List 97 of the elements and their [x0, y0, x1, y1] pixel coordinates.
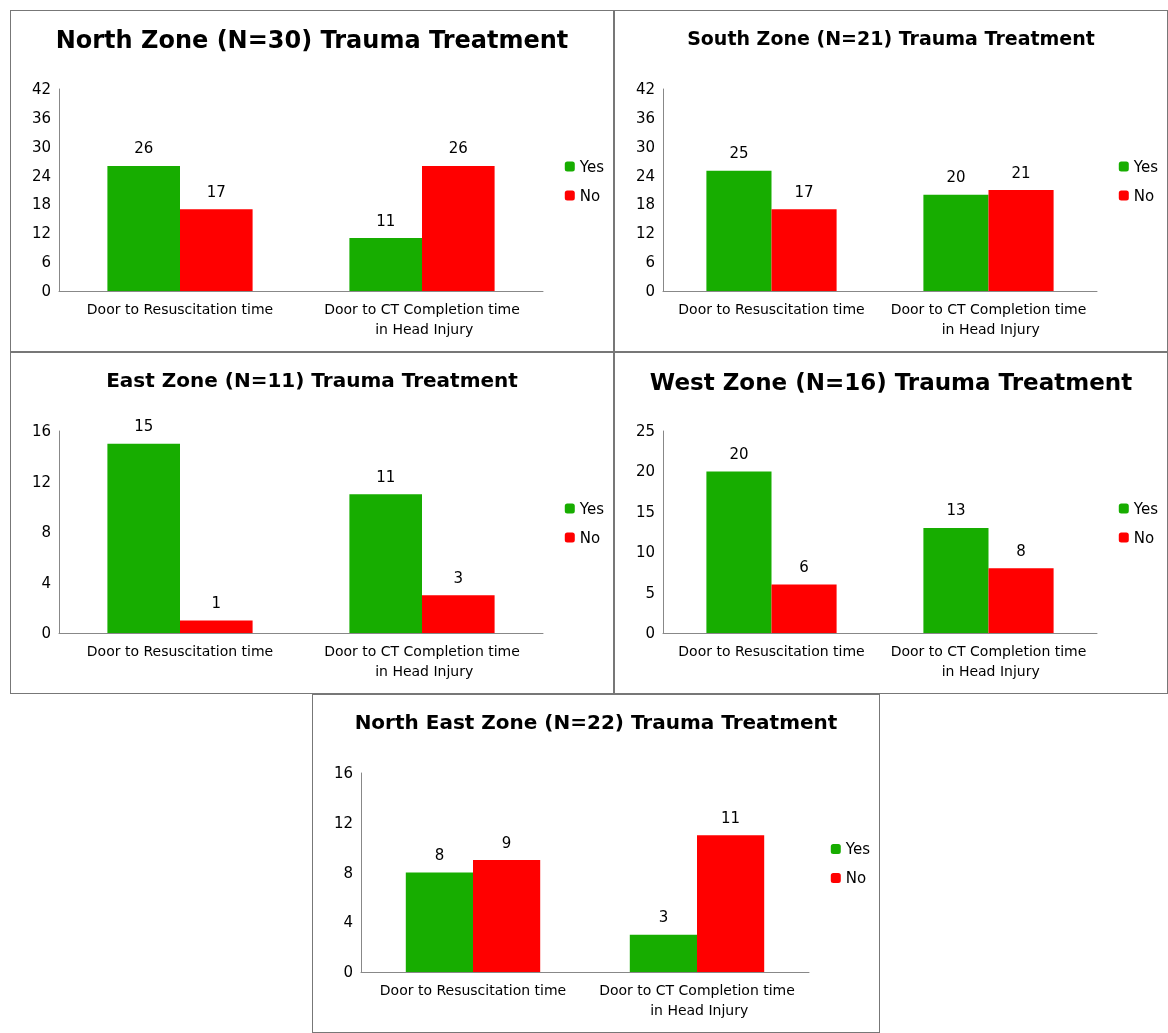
bar — [706, 170, 772, 291]
bar — [180, 620, 253, 633]
y-tick-label: 30 — [31, 137, 51, 156]
legend-label: No — [579, 528, 601, 547]
data-label: 17 — [206, 182, 226, 201]
x-tick-label: Door to CT Completion time in Head Injury — [324, 643, 520, 679]
bar — [422, 595, 495, 633]
x-tick-label: Door to Resuscitation time — [86, 301, 274, 317]
x-tick-label: Door to CT Completion time in Head Injury — [599, 982, 795, 1018]
y-tick-label: 20 — [635, 462, 655, 481]
y-tick-label: 24 — [31, 166, 51, 185]
y-tick-label: 42 — [31, 80, 51, 98]
bar — [988, 568, 1054, 633]
bar — [923, 194, 989, 291]
y-tick-label: 12 — [31, 224, 51, 243]
y-tick-label: 0 — [41, 282, 51, 300]
data-label: 17 — [794, 182, 814, 201]
bar — [923, 527, 989, 633]
y-tick-label: 36 — [31, 108, 51, 127]
data-label: 1 — [211, 593, 222, 612]
bar — [180, 209, 253, 291]
y-tick-label: 4 — [41, 573, 51, 592]
data-label: 8 — [434, 846, 445, 864]
bar — [771, 584, 837, 633]
y-tick-label: 8 — [41, 523, 51, 541]
legend-label: Yes — [1132, 157, 1159, 176]
data-label: 3 — [453, 568, 464, 587]
data-label: 20 — [946, 168, 966, 187]
data-label: 9 — [501, 833, 512, 852]
bar — [629, 934, 697, 972]
bar — [706, 471, 772, 633]
x-tick-label: Door to Resuscitation time — [86, 643, 274, 659]
x-tick-label: Door to CT Completion time in Head Injury — [324, 301, 520, 337]
y-tick-label: 25 — [635, 422, 655, 440]
y-tick-label: 6 — [41, 253, 51, 272]
data-label: 11 — [721, 808, 741, 827]
y-tick-label: 6 — [645, 253, 655, 272]
y-tick-label: 42 — [635, 80, 655, 98]
x-tick-label: Door to Resuscitation time — [379, 982, 567, 998]
y-tick-label: 18 — [31, 195, 51, 214]
legend-label: Yes — [844, 840, 871, 858]
y-tick-label: 10 — [635, 543, 655, 562]
chart-title: North Zone (N=30) Trauma Treatment — [55, 26, 569, 54]
y-tick-label: 0 — [41, 624, 51, 642]
y-tick-label: 12 — [31, 472, 51, 491]
data-label: 8 — [1016, 541, 1026, 560]
chart-title: South Zone (N=21) Trauma Treatment — [687, 26, 1095, 49]
data-label: 3 — [658, 908, 669, 927]
y-tick-label: 12 — [333, 813, 353, 832]
bar — [349, 494, 422, 633]
data-label: 13 — [946, 501, 966, 520]
bar — [349, 238, 422, 291]
legend-label: Yes — [578, 157, 605, 176]
legend-label: No — [1133, 528, 1155, 547]
x-tick-label: Door to CT Completion time in Head Injury — [890, 643, 1087, 679]
bar — [988, 190, 1054, 291]
y-tick-label: 36 — [635, 108, 655, 127]
chart-title: East Zone (N=11) Trauma Treatment — [106, 368, 519, 392]
bar — [473, 860, 541, 972]
data-label: 11 — [376, 211, 396, 230]
legend-label: Yes — [578, 499, 605, 518]
chart-title: North East Zone (N=22) Trauma Treatment — [354, 710, 838, 734]
data-label: 25 — [729, 144, 749, 163]
y-tick-label: 8 — [343, 863, 353, 882]
y-tick-label: 18 — [635, 195, 655, 214]
x-tick-label: Door to Resuscitation time — [678, 301, 865, 317]
bar — [771, 209, 837, 291]
x-tick-label: Door to CT Completion time in Head Injury — [890, 301, 1087, 337]
data-label: 26 — [134, 139, 154, 158]
y-tick-label: 16 — [31, 422, 51, 440]
bar — [422, 165, 495, 291]
data-label: 20 — [729, 444, 749, 463]
bar — [405, 872, 473, 972]
y-tick-label: 16 — [333, 764, 353, 782]
y-tick-label: 30 — [635, 137, 655, 156]
x-tick-label: Door to Resuscitation time — [678, 643, 865, 659]
y-tick-label: 24 — [635, 166, 655, 185]
y-tick-label: 0 — [645, 282, 655, 300]
bar — [107, 443, 180, 633]
data-label: 21 — [1011, 163, 1031, 182]
y-tick-label: 15 — [635, 502, 655, 521]
y-tick-label: 0 — [645, 624, 655, 642]
y-tick-label: 5 — [645, 583, 655, 602]
legend-label: Yes — [1132, 499, 1159, 518]
legend-label: No — [579, 186, 601, 205]
legend-label: No — [845, 869, 867, 887]
bar — [697, 835, 765, 972]
data-label: 15 — [134, 417, 154, 436]
y-tick-label: 4 — [343, 913, 353, 932]
y-tick-label: 0 — [343, 963, 353, 981]
data-label: 6 — [799, 558, 809, 577]
legend-label: No — [1133, 186, 1155, 205]
data-label: 11 — [376, 467, 396, 486]
data-label: 26 — [448, 139, 468, 158]
bar — [107, 165, 180, 291]
y-tick-label: 12 — [635, 224, 655, 243]
chart-title: West Zone (N=16) Trauma Treatment — [649, 368, 1133, 395]
